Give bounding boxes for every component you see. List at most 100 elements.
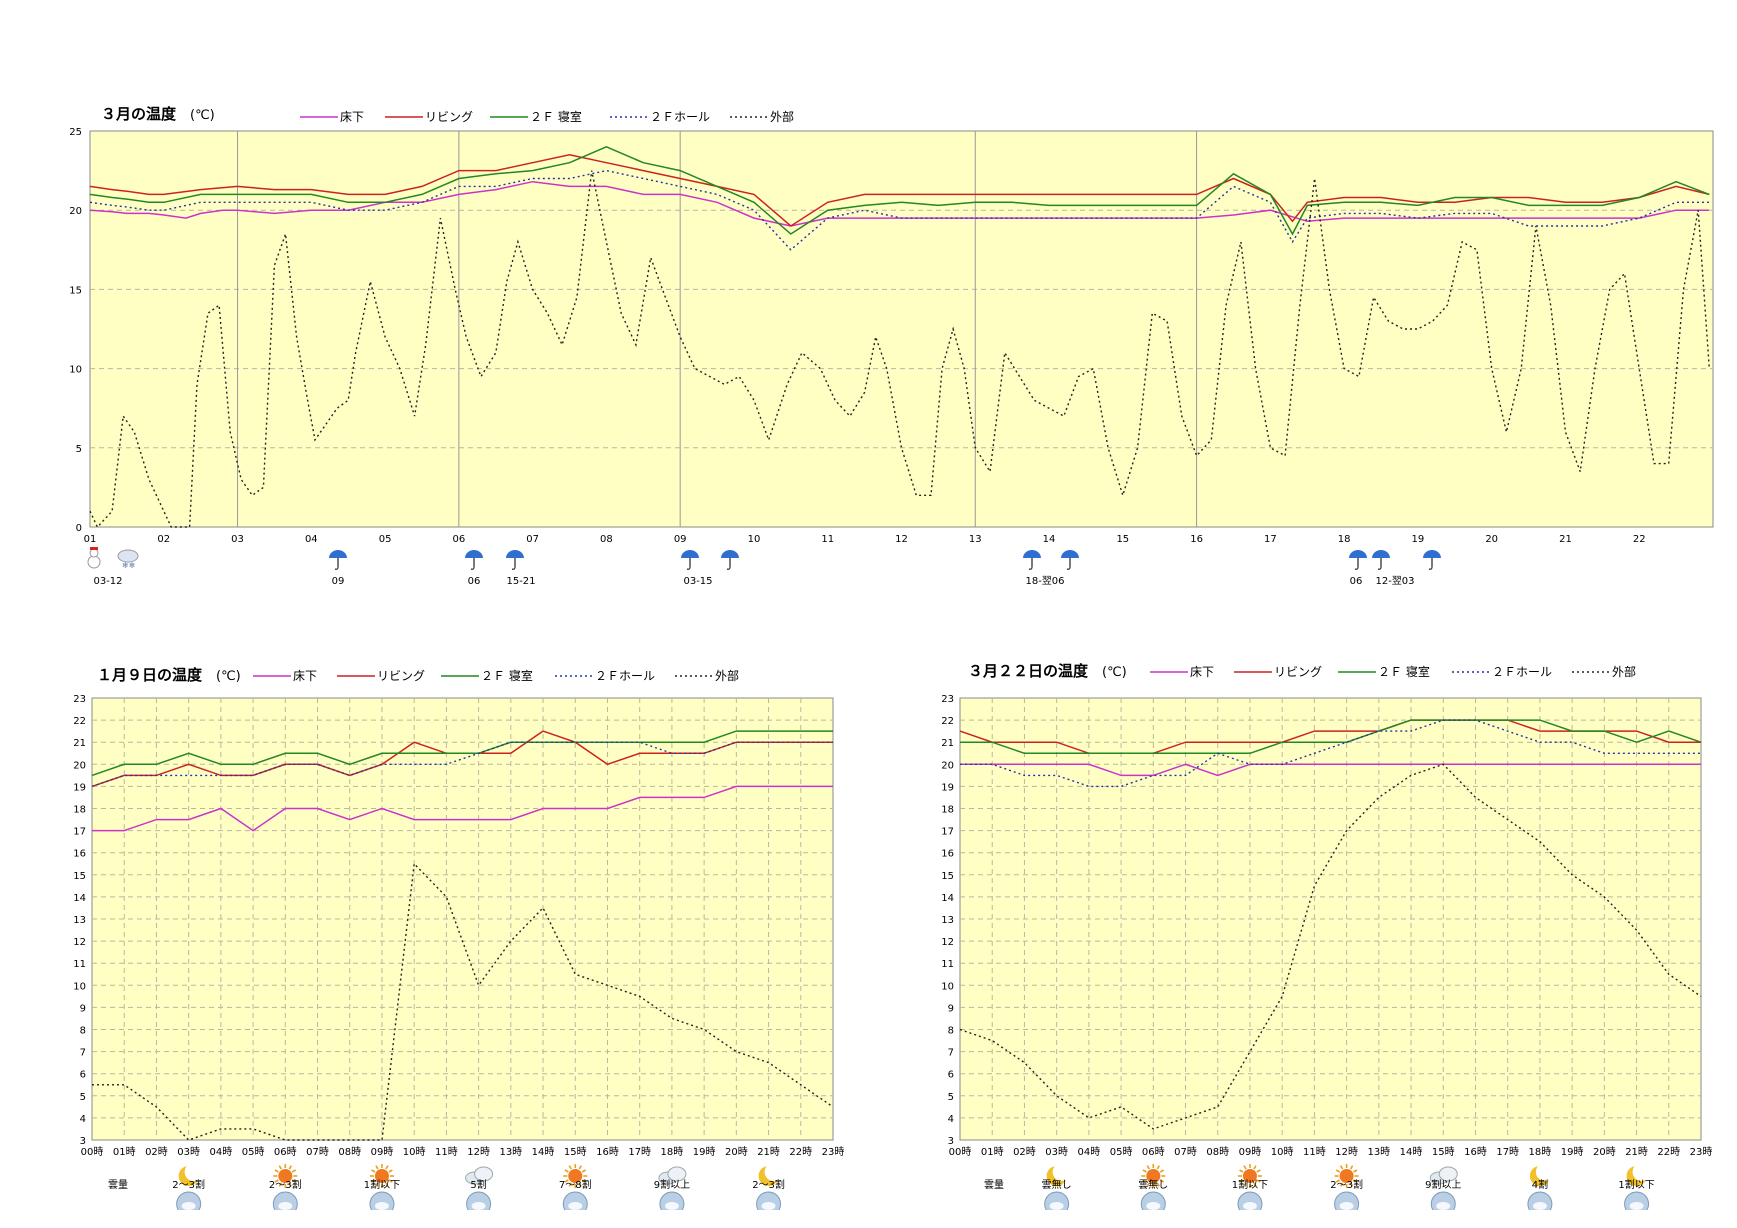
y-tick-label: 17 <box>941 827 954 838</box>
umbrella-hook <box>334 566 339 570</box>
x-tick-label: 20 <box>1485 534 1498 545</box>
x-tick-label: 13時 <box>499 1146 522 1158</box>
sun-ray <box>288 1182 292 1187</box>
x-tick-label: 21時 <box>757 1146 780 1158</box>
y-tick-label: 19 <box>73 782 86 793</box>
x-tick-label: 18時 <box>661 1146 684 1158</box>
mar22-chart-title: ３月２２日の温度 <box>968 662 1089 680</box>
y-tick-label: 4 <box>948 1114 954 1125</box>
mar22-cloud-label: 雲量 <box>984 1179 1004 1191</box>
umbrella-canopy <box>465 550 483 558</box>
y-tick-label: 5 <box>948 1092 954 1103</box>
sun-ray <box>1335 1169 1341 1173</box>
y-tick-label: 18 <box>941 805 954 816</box>
sun-disc <box>1339 1169 1354 1183</box>
sun-ray <box>564 1179 569 1183</box>
y-tick-label: 11 <box>73 959 86 970</box>
cloud-icon <box>1429 1166 1458 1185</box>
x-tick-label: 04時 <box>210 1146 233 1158</box>
sun-ray <box>385 1165 389 1170</box>
x-tick-label: 22時 <box>789 1146 812 1158</box>
legend-label-bedroom2f: ２Ｆ 寝室 <box>481 668 533 683</box>
sky-cover-icon <box>1044 1191 1070 1210</box>
jan9-chart-title: １月９日の温度 <box>97 666 203 684</box>
sky-cover-icon <box>756 1191 782 1210</box>
sky-cover-icon <box>369 1191 395 1210</box>
sun-ray <box>578 1165 582 1170</box>
sun-ray <box>1243 1182 1247 1187</box>
mar22-cloud-cover: 雲無し 雲無し 1割以下 2～3割 9割以上 4割 1割以下 <box>1042 1163 1655 1210</box>
sun-ray <box>578 1182 582 1187</box>
sun-ray <box>1349 1182 1354 1187</box>
mar22-chart-unit: (℃) <box>1102 665 1127 680</box>
umbrella-canopy <box>1423 550 1441 558</box>
sun-ray <box>291 1169 297 1173</box>
y-tick-label: 21 <box>73 738 86 749</box>
snowman-head <box>89 548 99 558</box>
cloud-cover-label: 1割以下 <box>1232 1178 1268 1191</box>
sky-cloud <box>664 1202 679 1210</box>
snowman-hat <box>90 547 98 550</box>
y-tick-label: 19 <box>941 782 954 793</box>
x-tick-label: 11時 <box>435 1146 458 1158</box>
x-tick-label: 01時 <box>113 1146 136 1158</box>
legend-label-outside: 外部 <box>770 109 794 124</box>
sun-ray <box>1339 1182 1344 1187</box>
y-tick-label: 5 <box>76 444 82 455</box>
sun-ray <box>375 1182 379 1187</box>
y-tick-label: 25 <box>69 127 82 138</box>
x-tick-label: 11 <box>821 534 834 545</box>
y-tick-label: 14 <box>73 893 86 904</box>
legend-label-living: リビング <box>1274 665 1322 679</box>
moon-shadow <box>1535 1163 1554 1181</box>
jan9-cloud-label: 雲量 <box>108 1179 128 1191</box>
series-line-floor <box>960 763 1701 777</box>
sky-cloud <box>1532 1202 1547 1210</box>
sun-ray <box>288 1165 292 1170</box>
sky-cloud <box>374 1202 389 1210</box>
march-chart-unit: (℃) <box>190 108 215 123</box>
x-tick-label: 08 <box>600 534 613 545</box>
cloud-cover-label: 2～3割 <box>269 1178 302 1191</box>
y-tick-label: 7 <box>80 1048 86 1059</box>
sun-ray <box>274 1179 279 1183</box>
mar22-plot: 3 4 5 6 7 8 9 10 11 12 13 14 15 16 17 18 19 20 21 22 23 00時 01… <box>941 694 1712 1158</box>
sun-ray <box>371 1169 376 1173</box>
mar22-legend: 床下 リビング ２Ｆ 寝室 ２Ｆホール 外部 <box>1150 664 1636 679</box>
x-tick-label: 23時 <box>1690 1146 1713 1158</box>
weather-annotation-label: 06 <box>468 576 481 587</box>
cloud-cover-label: 雲無し <box>1042 1178 1072 1191</box>
march-plot-area <box>89 130 1714 528</box>
y-tick-label: 15 <box>941 871 954 882</box>
x-tick-label: 07時 <box>306 1146 329 1158</box>
umbrella-hook <box>1066 566 1071 570</box>
x-tick-label: 03時 <box>1045 1146 1068 1158</box>
cloud-cover-label: 2～3割 <box>752 1178 785 1191</box>
umbrella-canopy <box>1023 550 1041 558</box>
y-tick-label: 13 <box>73 915 86 926</box>
moon-shadow <box>1052 1163 1071 1181</box>
jan9-chart-unit: (℃) <box>216 669 241 684</box>
umbrella-canopy <box>1372 550 1390 558</box>
cloud-cover-label: 1割以下 <box>364 1178 400 1191</box>
legend-label-hall2f: ２Ｆホール <box>650 110 710 124</box>
y-tick-label: 9 <box>948 1003 954 1014</box>
cloud-cover-label: 9割以上 <box>1425 1178 1461 1191</box>
series-line-outside <box>92 862 834 1141</box>
x-tick-label: 20時 <box>1593 1146 1616 1158</box>
moon-icon <box>1046 1163 1071 1186</box>
sun-ray <box>375 1165 379 1170</box>
umbrella-canopy <box>721 550 739 558</box>
x-tick-label: 05時 <box>242 1146 265 1158</box>
sun-ray <box>1256 1169 1261 1173</box>
rain-icon <box>1372 550 1390 570</box>
sleet-icon: ❄❄ <box>117 549 139 570</box>
rain-icon <box>1349 550 1367 570</box>
rain-icon <box>329 550 347 570</box>
umbrella-canopy <box>1349 550 1367 558</box>
y-tick-label: 18 <box>73 805 86 816</box>
x-tick-label: 06時 <box>274 1146 297 1158</box>
sun-ray <box>1253 1165 1257 1170</box>
sun-ray <box>1156 1165 1160 1170</box>
march-chart: ３月の温度 (℃) 床下 リビング ２Ｆ 寝室 ２Ｆホール 外部 0 5 10 15 20 25 0… <box>0 0 1737 600</box>
